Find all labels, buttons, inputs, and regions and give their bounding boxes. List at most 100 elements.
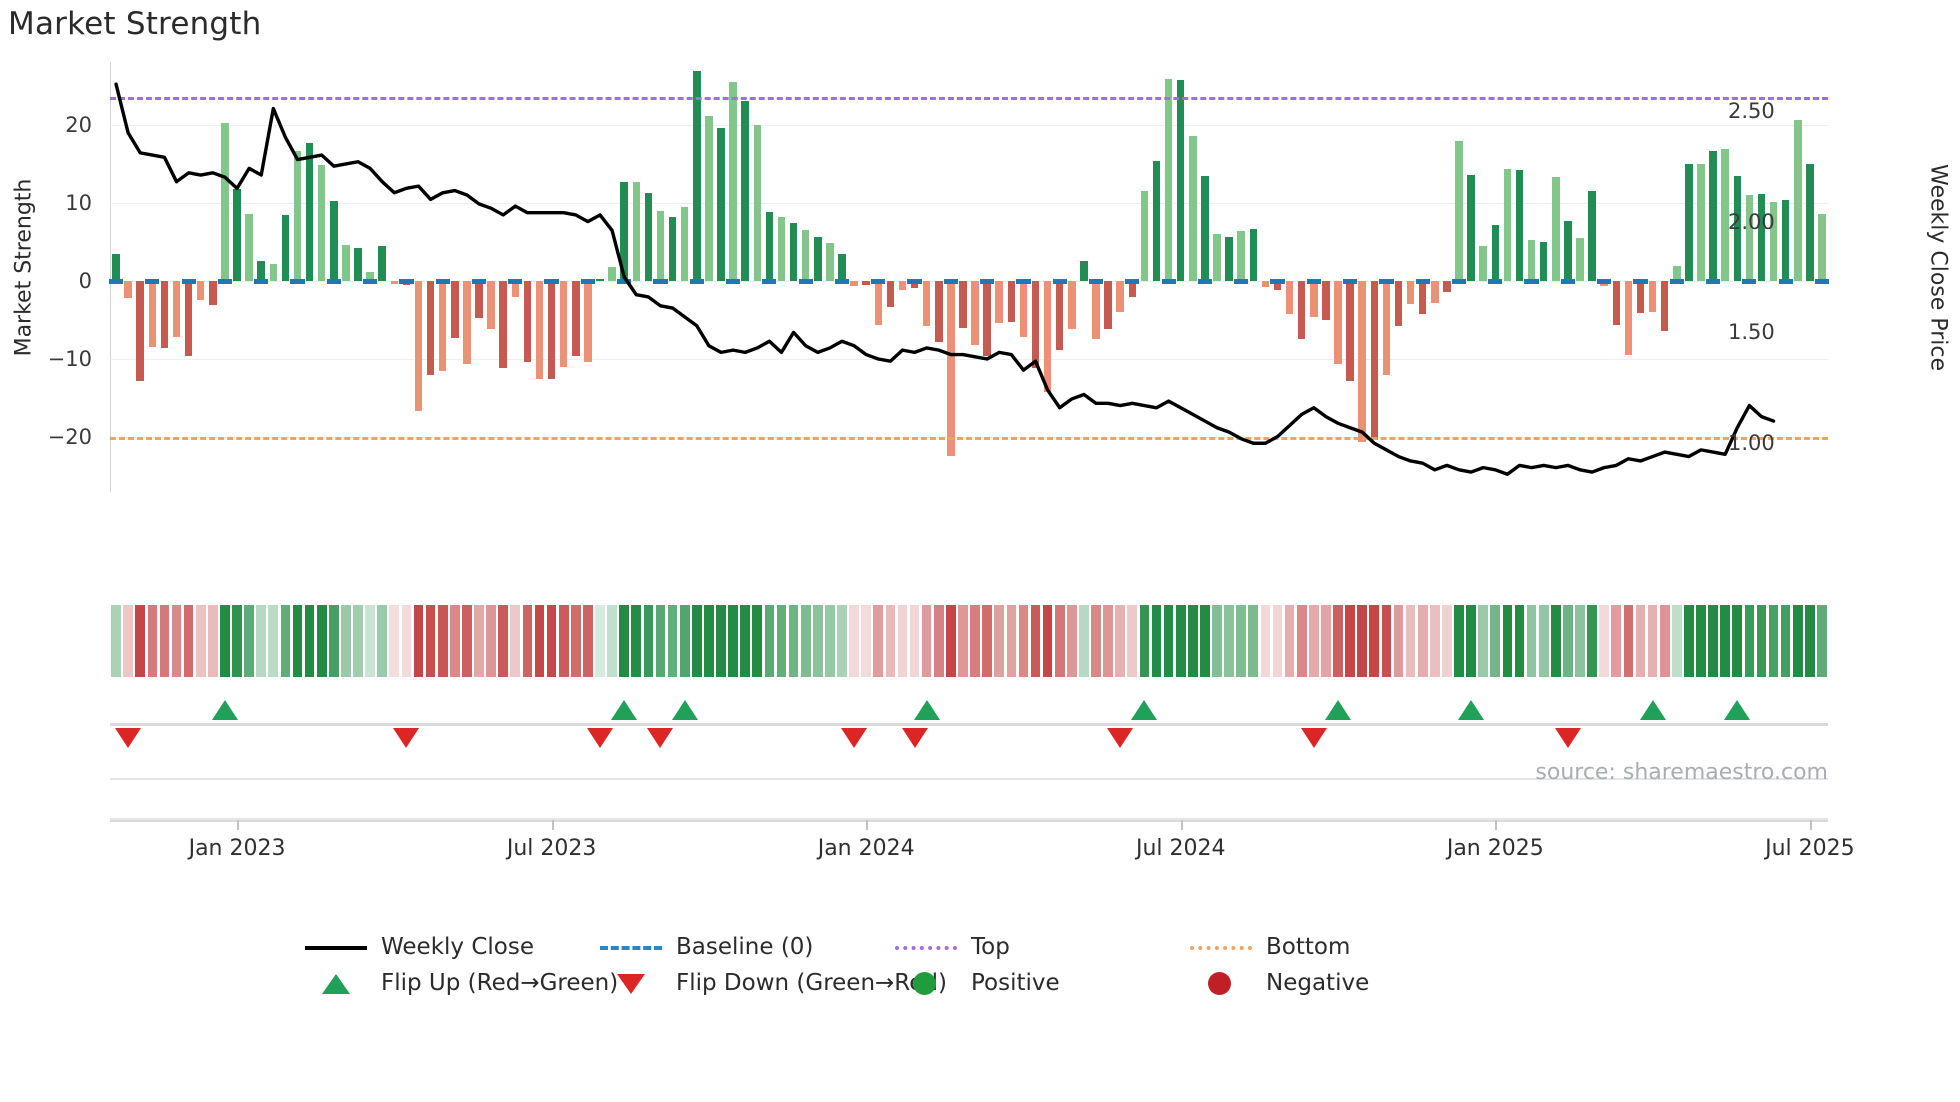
source-attribution: source: sharemaestro.com xyxy=(1535,760,1828,785)
heatmap-cell xyxy=(849,605,859,677)
bar xyxy=(1249,229,1258,281)
bar xyxy=(656,210,665,281)
legend-key xyxy=(305,935,367,959)
baseline-segment xyxy=(1778,278,1793,284)
bar xyxy=(1757,194,1766,281)
x-axis-tick-mark xyxy=(237,820,240,830)
bar xyxy=(632,182,641,281)
heatmap-cell xyxy=(1018,605,1029,677)
bar xyxy=(765,212,774,281)
legend-item[interactable]: Flip Up (Red→Green) xyxy=(305,961,618,1005)
bar xyxy=(1648,280,1657,313)
baseline-segment xyxy=(580,278,596,284)
bar xyxy=(717,128,725,281)
heatmap-cell xyxy=(292,605,303,677)
heatmap-cell xyxy=(462,605,472,677)
gridline xyxy=(110,359,1828,361)
bar xyxy=(620,181,628,281)
legend-item[interactable]: Flip Down (Green→Red) xyxy=(600,961,947,1005)
heatmap-cell xyxy=(498,605,509,677)
heatmap-cell xyxy=(1538,605,1549,677)
legend-label: Top xyxy=(971,934,1010,960)
legend-label: Negative xyxy=(1266,970,1370,996)
bar xyxy=(1358,280,1366,442)
flip-down-marker xyxy=(1300,728,1327,748)
bar xyxy=(1406,280,1415,305)
legend-label: Positive xyxy=(971,970,1060,996)
heatmap-cell xyxy=(800,605,811,677)
baseline-segment xyxy=(1379,278,1394,284)
heatmap-cell xyxy=(1635,605,1646,677)
baseline-segment xyxy=(1705,278,1721,284)
heatmap-cell xyxy=(207,605,218,677)
bar xyxy=(269,263,278,281)
heatmap-cell xyxy=(195,605,206,677)
bar xyxy=(1382,280,1391,375)
heatmap-cell xyxy=(716,605,726,677)
bar xyxy=(1443,280,1451,292)
heatmap-cell xyxy=(570,605,581,677)
bar xyxy=(523,280,532,363)
heatmap-cell xyxy=(885,605,896,677)
heatmap-cell xyxy=(861,605,871,677)
bar xyxy=(1140,191,1149,281)
heatmap-cell xyxy=(244,605,254,677)
bar xyxy=(1769,201,1778,281)
baseline-segment xyxy=(1524,278,1539,284)
heatmap-cell xyxy=(328,605,339,677)
baseline-segment xyxy=(290,278,305,284)
bar xyxy=(487,280,495,330)
bar xyxy=(1673,266,1681,281)
bar xyxy=(221,122,229,281)
heatmap-cell xyxy=(413,605,424,677)
heatmap-cell xyxy=(1091,605,1101,677)
bar xyxy=(160,280,169,349)
flip-down-marker xyxy=(1107,728,1134,748)
legend-item[interactable]: Bottom xyxy=(1190,925,1350,969)
bar xyxy=(801,230,810,281)
bar xyxy=(1104,280,1112,330)
x-axis-tick-label: Jan 2024 xyxy=(817,836,915,861)
bar xyxy=(209,280,217,306)
divider-rule-lower xyxy=(110,818,1828,820)
bar xyxy=(1092,280,1100,339)
bar xyxy=(366,271,374,281)
legend-item[interactable]: Negative xyxy=(1190,961,1369,1005)
bar xyxy=(1237,230,1245,281)
baseline-segment xyxy=(1415,278,1430,284)
right-axis-title: Weekly Close Price xyxy=(1925,164,1951,371)
heatmap-cell xyxy=(631,605,642,677)
bar xyxy=(983,280,991,356)
bar xyxy=(584,280,592,363)
baseline-segment xyxy=(1597,278,1612,284)
dot-icon xyxy=(913,972,936,995)
x-axis-tick-label: Jan 2025 xyxy=(1446,836,1544,861)
heatmap-cell xyxy=(1599,605,1609,677)
heatmap-cell xyxy=(1151,605,1162,677)
baseline-segment xyxy=(1560,278,1575,284)
heatmap-cell xyxy=(341,605,351,677)
bar xyxy=(1164,79,1173,281)
heatmap-cell xyxy=(558,605,569,677)
legend-item[interactable]: Baseline (0) xyxy=(600,925,813,969)
bar xyxy=(1745,194,1754,281)
bar xyxy=(1721,148,1729,281)
flip-up-marker xyxy=(211,700,238,720)
x-axis: Jan 2023 Jul 2023 Jan 2024 Jul 2024 Jan 2025… xyxy=(110,820,1855,880)
heatmap-cell xyxy=(1393,605,1404,677)
bar xyxy=(1624,280,1633,356)
heatmap-cell xyxy=(921,605,932,677)
flip-down-marker xyxy=(586,728,613,748)
bar xyxy=(1261,280,1270,288)
legend-item[interactable]: Positive xyxy=(895,961,1060,1005)
bar xyxy=(330,201,338,281)
heatmap-cell xyxy=(982,605,992,677)
heatmap-cell xyxy=(1405,605,1416,677)
bar xyxy=(668,216,677,281)
legend-item[interactable]: Top xyxy=(895,925,1010,969)
bar xyxy=(1213,234,1221,281)
heatmap-cell xyxy=(486,605,496,677)
baseline-segment xyxy=(689,278,704,284)
bar xyxy=(342,244,350,281)
legend-item[interactable]: Weekly Close xyxy=(305,925,534,969)
